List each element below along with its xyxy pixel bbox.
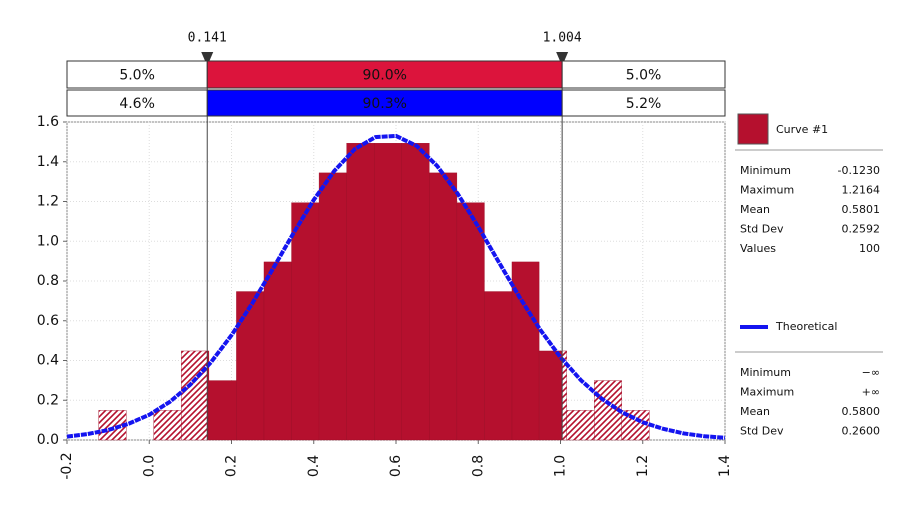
stat-label: Values — [740, 242, 776, 255]
prob-label: 5.2% — [626, 96, 662, 112]
stat-label: Std Dev — [740, 223, 784, 236]
prob-label: 5.0% — [626, 68, 662, 84]
y-tick-label: 1.2 — [37, 194, 59, 210]
curve — [66, 133, 726, 440]
stat-value: −∞ — [862, 366, 880, 379]
x-tick-label: 0.6 — [388, 455, 404, 477]
bar — [566, 410, 595, 441]
y-tick-label: 1.0 — [37, 233, 59, 249]
x-tick-label: 1.0 — [553, 455, 569, 477]
x-tick-label: -0.2 — [59, 452, 75, 479]
bar — [346, 143, 375, 441]
delimiter-handle — [556, 52, 569, 66]
bar — [318, 172, 347, 441]
stat-value: 0.2592 — [842, 223, 881, 236]
prob-label: 90.3% — [362, 96, 406, 112]
bar — [181, 350, 210, 441]
delimiter-handle — [201, 52, 214, 66]
stat-label: Minimum — [740, 366, 791, 379]
delimiter-label: 1.004 — [543, 31, 582, 46]
x-tick-label: 0.2 — [224, 455, 240, 477]
prob-label: 90.0% — [362, 68, 406, 84]
stat-label: Maximum — [740, 184, 794, 197]
x-tick-label: 0.0 — [141, 455, 157, 477]
x-tick-label: 0.8 — [470, 455, 486, 477]
bar — [263, 261, 292, 441]
stat-label: Maximum — [740, 386, 794, 399]
stat-label: Minimum — [740, 164, 791, 177]
stat-value: 0.5800 — [842, 405, 881, 418]
stat-label: Mean — [740, 203, 770, 216]
legend-label: Curve #1 — [776, 123, 828, 136]
x-tick-label: 1.4 — [717, 455, 733, 477]
bar — [208, 380, 237, 441]
stat-value: 0.5801 — [842, 203, 881, 216]
legend-swatch — [737, 113, 769, 145]
prob-segment — [66, 60, 208, 89]
y-tick-label: 0.0 — [37, 432, 59, 448]
bar — [291, 202, 320, 441]
prob-segment — [206, 60, 563, 89]
prob-label: 4.6% — [119, 96, 155, 112]
delimiter-label: 0.141 — [188, 31, 227, 46]
bar — [456, 202, 485, 441]
y-tick-label: 0.8 — [37, 273, 59, 289]
stat-value: 0.2600 — [842, 425, 881, 438]
stat-label: Std Dev — [740, 425, 784, 438]
y-tick-label: 1.4 — [37, 154, 59, 170]
y-tick-label: 0.6 — [37, 313, 59, 329]
bar — [484, 291, 513, 441]
stat-label: Mean — [740, 405, 770, 418]
prob-label: 5.0% — [119, 68, 155, 84]
stat-value: -0.1230 — [838, 164, 880, 177]
bar — [236, 291, 265, 441]
y-tick-label: 0.4 — [37, 353, 59, 369]
stat-value: 100 — [859, 242, 880, 255]
x-tick-label: 1.2 — [635, 455, 651, 477]
bar — [153, 410, 182, 441]
x-tick-label: 0.4 — [306, 455, 322, 477]
bar — [429, 172, 458, 441]
y-tick-label: 1.6 — [37, 114, 59, 130]
y-tick-label: 0.2 — [37, 392, 59, 408]
stat-value: +∞ — [862, 386, 880, 399]
bar — [401, 143, 430, 441]
stat-value: 1.2164 — [842, 184, 881, 197]
legend-label: Theoretical — [775, 320, 837, 333]
bar — [374, 143, 402, 441]
prob-segment — [561, 60, 726, 89]
prob-segment — [561, 89, 726, 117]
